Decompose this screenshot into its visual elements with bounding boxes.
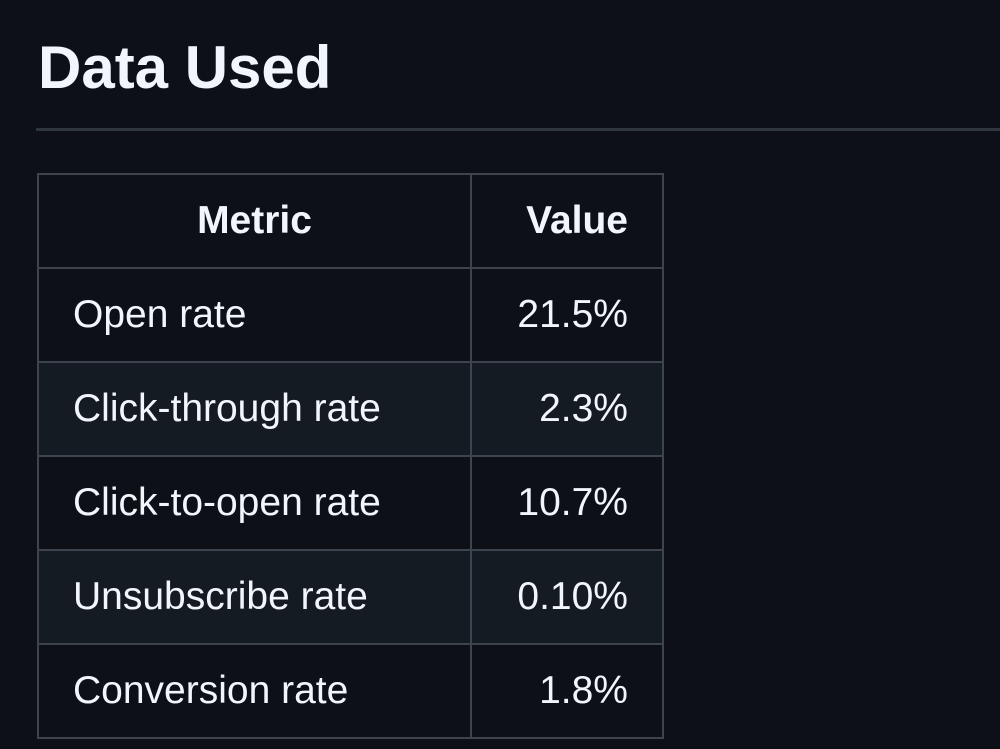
table-row: Open rate 21.5% <box>37 267 664 363</box>
value-cell: 1.8% <box>470 643 664 739</box>
metric-cell: Click-to-open rate <box>37 455 472 551</box>
table-row: Click-to-open rate 10.7% <box>37 455 664 551</box>
value-cell: 0.10% <box>470 549 664 645</box>
table-row: Unsubscribe rate 0.10% <box>37 549 664 645</box>
value-cell: 10.7% <box>470 455 664 551</box>
value-cell: 2.3% <box>470 361 664 457</box>
metric-cell: Open rate <box>37 267 472 363</box>
divider <box>36 128 1000 131</box>
metric-cell: Click-through rate <box>37 361 472 457</box>
value-cell: 21.5% <box>470 267 664 363</box>
heading: Data Used <box>38 34 332 101</box>
table-row: Conversion rate 1.8% <box>37 643 664 739</box>
metric-cell: Conversion rate <box>37 643 472 739</box>
table-row: Click-through rate 2.3% <box>37 361 664 457</box>
data-table: Metric Value Open rate 21.5% Click-through… <box>37 173 664 739</box>
header-row: Metric Value <box>37 173 664 269</box>
header-cell: Value <box>470 173 664 269</box>
metric-cell: Unsubscribe rate <box>37 549 472 645</box>
table-body: Open rate 21.5% Click-through rate 2.3% Clic… <box>37 267 664 739</box>
header-cell: Metric <box>37 173 472 269</box>
